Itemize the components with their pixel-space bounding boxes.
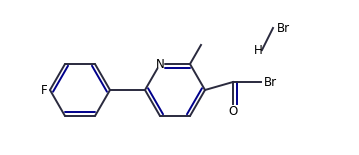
Text: Br: Br (277, 22, 290, 35)
Text: F: F (40, 84, 47, 97)
Text: N: N (155, 58, 164, 71)
Text: H: H (253, 44, 262, 57)
Text: Br: Br (264, 75, 277, 89)
Text: O: O (228, 105, 238, 118)
